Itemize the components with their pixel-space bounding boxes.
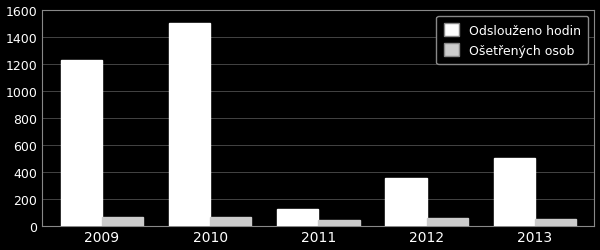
Bar <box>535 219 576 226</box>
Bar <box>385 178 427 226</box>
Bar <box>102 217 143 226</box>
Bar <box>210 218 251 226</box>
Bar <box>319 220 359 226</box>
Bar <box>427 218 468 226</box>
Bar <box>277 210 319 226</box>
Bar <box>169 24 210 226</box>
Bar <box>494 158 535 226</box>
Bar <box>61 60 102 226</box>
Legend: Odslouženo hodin, Ošetřených osob: Odslouženo hodin, Ošetřených osob <box>436 17 588 65</box>
